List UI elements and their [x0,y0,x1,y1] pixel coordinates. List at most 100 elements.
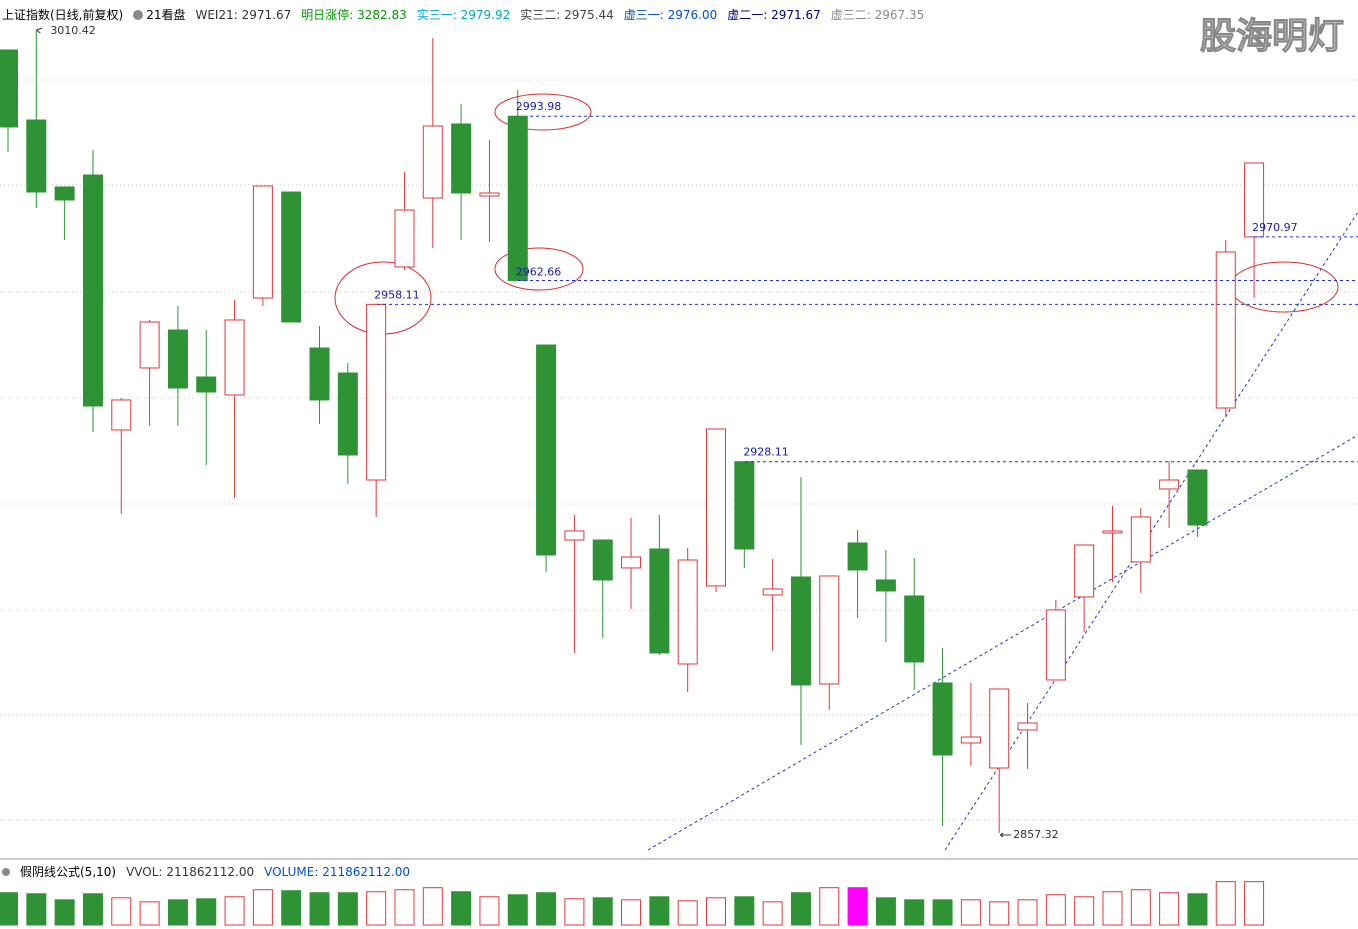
volume-bar [167,899,188,926]
candle-body [932,682,953,756]
volume-bar [847,887,868,926]
candle-body [111,399,132,431]
volume-bar [790,892,811,926]
header: 上证指数(日线,前复权) 21看盘 WEI21: 2971.67 明日涨停: 32… [2,6,924,23]
volume-bar [422,887,443,926]
price-annotation: 2993.98 [516,100,562,113]
indicator-name: 实三二: [520,8,561,22]
volume-bar [592,897,613,926]
indicator-name: 虚二一: [727,8,768,22]
candle-body [1017,722,1038,731]
watermark: 股海明灯 [1200,16,1344,57]
candle-body [167,329,188,389]
volume-bar [904,899,925,926]
volume-bar [394,889,415,926]
candle-body [309,347,330,401]
volume-bar [337,892,358,926]
volume-bar [989,901,1010,926]
trend-lines [647,211,1358,851]
indicator-value: 2967.35 [874,8,925,22]
indicator-value: 2971.67 [771,8,821,22]
candle-body [422,125,443,199]
indicator-name: 实三一: [416,8,457,22]
volume-bar [734,896,755,926]
indicator-name: VOLUME: [264,864,319,879]
candle-body [875,579,896,592]
volume-bar [252,889,273,926]
volume-bar [1215,881,1236,926]
candle-body [479,192,500,197]
candle-body [790,576,811,686]
candle-body [904,595,925,663]
candle-body [1215,251,1236,409]
volume-bar [196,898,217,926]
volume-bar [621,899,642,926]
volume-bar [1159,892,1180,926]
volume-bar [1187,893,1208,926]
volume-bar [26,893,47,926]
volume-bar [139,901,160,926]
price-annotation: 2970.97 [1252,221,1298,234]
grid [0,79,1358,821]
indicator-name: 虚三二: [830,8,871,22]
volume-bar [0,892,18,926]
indicator: 实三一: 2979.92 [417,6,511,23]
annotation-arrow [36,27,43,34]
volume-bar [1102,891,1123,926]
price-annotation: 2962.66 [516,265,562,278]
volume-bar [82,893,103,926]
candle-body [847,542,868,571]
volume-bar [932,899,953,926]
candle-body [451,123,472,194]
candle-body [960,736,981,744]
chart-title: 上证指数(日线,前复权) [2,8,124,22]
candle-body [82,174,103,407]
indicator-name: 明日涨停: [301,8,354,22]
subtitle: 21看盘 [133,6,185,23]
candle-body [1102,530,1123,534]
indicator: 虚三一: 2976.00 [624,6,718,23]
candle-body [564,530,585,541]
price-annotation: 2928.11 [743,446,789,459]
indicator-value: 211862112.00 [166,864,255,879]
candle-body [649,548,670,654]
candle-body [252,185,273,299]
price-annotation: 2857.32 [1013,828,1058,841]
candle-body [677,559,698,665]
annotation-arrow [999,832,1012,838]
volume-bar [111,897,132,926]
volume-bar [536,892,557,926]
volume-bar [451,891,472,926]
indicator-value: 2971.67 [241,7,292,22]
volume-bar [224,896,245,926]
volume-bar [479,896,500,926]
candle-body [281,191,302,323]
volume-bar [309,892,330,926]
indicator: VVOL: 211862112.00 [126,865,254,879]
volume-bar [649,896,670,926]
indicator-value: 2979.92 [460,8,511,22]
candle-body [224,319,245,396]
candle-body [536,344,557,556]
indicator: 明日涨停: 3282.83 [301,6,407,23]
volume-bar [366,891,387,926]
indicator-name: VVOL: [126,864,163,879]
indicator-value: 2976.00 [667,8,718,22]
indicator: WEI21: 2971.67 [195,8,291,22]
candle-body [1074,544,1095,598]
volume-bar [1244,881,1265,926]
candle-body [1130,516,1151,563]
indicator-value: 211862112.00 [322,864,411,879]
candle-body [706,428,726,587]
volume-bar [1045,894,1066,926]
indicator-value: 3282.83 [357,8,407,22]
candle-body [1045,609,1066,681]
volume-bar [677,900,698,926]
candle-body [0,49,18,128]
indicator: VOLUME: 211862112.00 [264,865,410,879]
volume-bar [1017,899,1038,926]
indicator-name: WEI21: [195,7,238,22]
candle-body [54,186,75,201]
